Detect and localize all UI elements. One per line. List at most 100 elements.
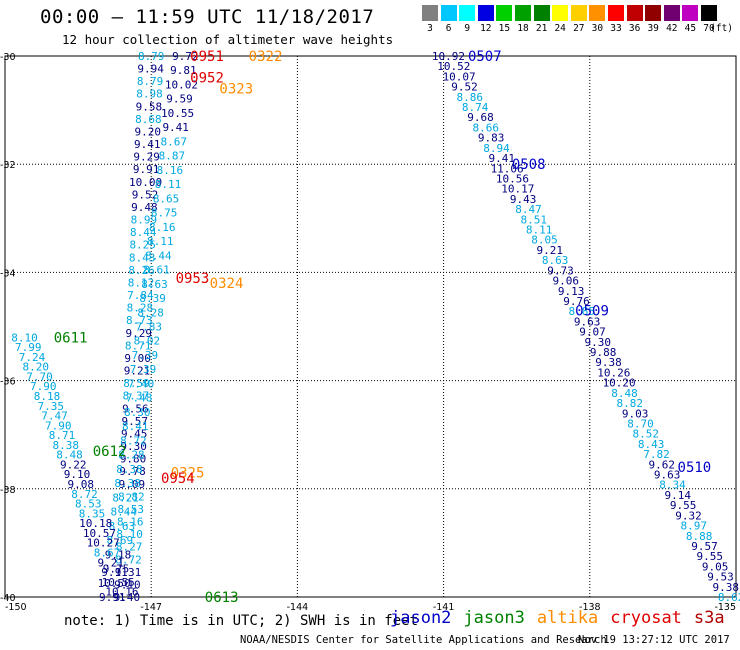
swh-value: 8.99 — [131, 214, 158, 227]
swh-value: 9.22 — [60, 458, 87, 471]
swh-value: 10.56 — [496, 172, 529, 185]
scale-swatch — [645, 5, 662, 21]
swh-value: 10.55 — [102, 576, 135, 589]
swh-value: 7.48 — [126, 392, 153, 405]
swh-value: 9.48 — [131, 201, 158, 214]
swh-value: 11.06 — [491, 162, 524, 175]
swh-value: 8.16 — [157, 164, 184, 177]
swh-value: 9.43 — [510, 193, 537, 206]
swh-value: 8.87 — [159, 150, 186, 163]
lat-tick-label: -40 — [0, 593, 16, 604]
map-grid — [4, 55, 737, 598]
swh-value: 8.02 — [134, 335, 161, 348]
swh-value: 10.27 — [87, 537, 120, 550]
swh-value: 8.53 — [118, 503, 145, 516]
swh-value: 8.63 — [542, 254, 569, 267]
swh-value: 9.21 — [97, 556, 124, 569]
lat-tick-label: -32 — [0, 160, 16, 171]
track-0507: 10.9210.5210.079.528.868.749.688.669.838… — [432, 50, 740, 604]
swh-value: 10.02 — [165, 78, 198, 91]
track-0951: 8.799.948.798.989.588.689.209.419.299.91… — [114, 50, 165, 604]
pass-label: 0510 — [678, 460, 712, 476]
track-0322: 9.729.8110.029.5910.559.418.678.878.168.… — [98, 50, 199, 604]
scale-label: 6 — [445, 23, 452, 34]
swh-value: 7.90 — [45, 419, 72, 432]
footer-note: note: 1) Time is in UTC; 2) SWH is in fe… — [64, 613, 419, 629]
swh-value: 8.73 — [126, 314, 153, 327]
swh-value: 9.14 — [665, 489, 692, 502]
lat-tick-label: -36 — [0, 377, 16, 388]
swh-value: 8.44 — [111, 506, 138, 519]
swh-value: 8.53 — [75, 498, 102, 511]
swh-value: 7.99 — [15, 341, 42, 354]
swh-value: 8.28 — [118, 449, 145, 462]
swh-value: 8.63 — [109, 520, 136, 533]
map-subtitle: 12 hour collection of altimeter wave hei… — [62, 32, 394, 47]
swh-value: 8.05 — [531, 234, 558, 247]
swh-value: 9.38 — [713, 581, 740, 594]
swh-value: 9.18 — [105, 548, 132, 561]
pass-label: 0952 — [190, 71, 224, 87]
scale-label: 70 — [703, 23, 715, 34]
swh-value: 8.21 — [112, 491, 139, 504]
swh-value: 8.74 — [462, 101, 489, 114]
swh-value: 8.82 — [617, 397, 644, 410]
swh-value: 9.62 — [649, 458, 676, 471]
swh-value: 10.57 — [83, 527, 116, 540]
swh-value: 8.43 — [638, 438, 665, 451]
swh-value: 8.39 — [139, 292, 166, 305]
scale-swatch — [459, 5, 476, 21]
swh-value: 8.44 — [130, 226, 157, 239]
swh-value: 9.00 — [124, 352, 151, 365]
swh-value: 9.56 — [122, 402, 149, 415]
scale-label: 39 — [647, 23, 659, 34]
swh-value: 9.21 — [124, 365, 151, 378]
swh-value: 10.07 — [443, 70, 476, 83]
swh-value: 8.48 — [56, 449, 83, 462]
swh-value: 9.83 — [478, 132, 505, 145]
swh-value: 8.65 — [153, 192, 180, 205]
legend-cryosat: cryosat — [610, 608, 682, 628]
pass-label: 0323 — [219, 81, 253, 97]
swh-value: 8.38 — [52, 439, 79, 452]
swh-value: 8.34 — [659, 479, 686, 492]
scale-label: 18 — [517, 23, 529, 34]
scale-label: 3 — [427, 23, 433, 34]
swh-value: 9.38 — [595, 356, 622, 369]
swh-value: 9.11 — [101, 566, 128, 579]
swh-value: 9.13 — [558, 285, 585, 298]
pass-label: 0324 — [210, 276, 244, 292]
swh-value: 9.53 — [707, 571, 734, 584]
pass-label: 0507 — [468, 49, 502, 65]
swh-value: 9.30 — [120, 440, 147, 453]
swh-value: 8.43 — [129, 251, 156, 264]
swh-value: 8.28 — [137, 306, 164, 319]
map-title: 00:00 – 11:59 UTC 11/18/2017 — [40, 6, 375, 28]
swh-value: 8.35 — [79, 507, 106, 520]
satellite-legend: jason2 jason3 altika cryosat s3a — [390, 608, 737, 628]
swh-value: 9.91 — [99, 591, 126, 604]
scale-swatch — [589, 5, 606, 21]
swh-value: 8.63 — [141, 278, 168, 291]
swh-value: 8.44 — [145, 249, 172, 262]
credit-line: NOAA/NESDIS Center for Satellite Applica… — [240, 634, 607, 646]
swh-value: 7.90 — [30, 380, 57, 393]
swh-value: 8.88 — [686, 530, 713, 543]
pass-label: 0954 — [161, 471, 195, 487]
swh-value: 8.10 — [116, 528, 143, 541]
swh-value: 7.39 — [132, 349, 159, 362]
swh-value: 9.73 — [547, 264, 574, 277]
swh-value: 8.62 — [718, 591, 740, 604]
pass-label: 0509 — [575, 303, 609, 319]
swh-value: 9.94 — [137, 63, 164, 76]
swh-value: 8.66 — [473, 121, 500, 134]
swh-value: 8.98 — [136, 88, 163, 101]
swh-value: 8.94 — [483, 142, 510, 155]
scale-swatch — [682, 5, 699, 21]
scale-swatch — [515, 5, 531, 21]
scale-label: 45 — [684, 23, 697, 34]
swh-value: 8.30 — [124, 406, 151, 419]
swh-value: 8.28 — [127, 302, 154, 315]
pass-label: 0325 — [171, 466, 205, 482]
scale-swatch — [533, 5, 550, 21]
